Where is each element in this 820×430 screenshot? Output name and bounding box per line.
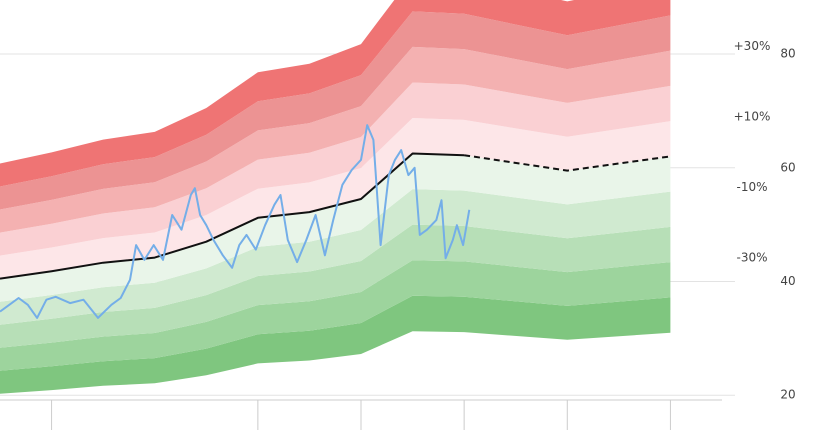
band-label: +30% <box>734 39 771 53</box>
band-label: +10% <box>734 110 771 124</box>
y-tick-label: 40 <box>780 274 795 288</box>
y-tick-label: 20 <box>780 388 795 402</box>
band-label: -30% <box>736 251 767 265</box>
valuation-band <box>0 153 671 302</box>
band-label: -10% <box>736 180 767 194</box>
valuation-band <box>0 46 671 233</box>
fair-value-line <box>0 152 465 280</box>
valuation-band <box>0 0 671 187</box>
y-tick-label: 60 <box>780 160 795 174</box>
price-line <box>0 124 471 319</box>
y-tick-label: 80 <box>780 47 795 61</box>
valuation-band <box>0 260 671 371</box>
valuation-band <box>0 189 671 325</box>
valuation-band <box>0 224 671 348</box>
valuation-band <box>0 11 671 210</box>
projection-line <box>463 154 671 172</box>
valuation-band <box>0 82 671 256</box>
valuation-band <box>0 295 671 394</box>
